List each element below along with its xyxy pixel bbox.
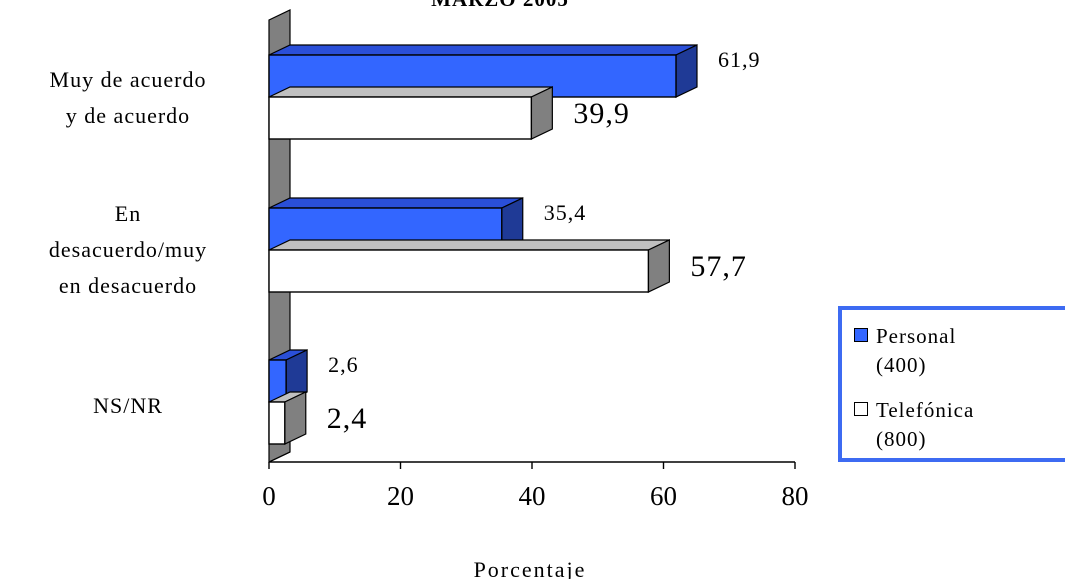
value-label-0-2: 2,6	[328, 352, 359, 377]
legend-label-personal-line2: (400)	[876, 353, 927, 377]
bar-group	[268, 44, 698, 445]
category-label-2-0: NS/NR	[93, 393, 163, 418]
bar-1-0	[268, 96, 533, 140]
value-label-group: 61,9 39,9 35,4 57,7 2,6 2,4	[327, 47, 761, 435]
bar-top-0-0	[268, 44, 698, 56]
value-label-0-1: 35,4	[544, 200, 587, 225]
x-tick-label-40: 40	[519, 481, 546, 511]
bar-1-2	[268, 401, 286, 445]
x-tick-label-80: 80	[782, 481, 809, 511]
legend-swatch-personal	[854, 328, 868, 342]
category-label-0-0: Muy de acuerdo	[50, 67, 207, 92]
value-label-1-1: 57,7	[690, 250, 747, 283]
x-tick-label-60: 60	[650, 481, 677, 511]
category-label-1-0: En	[115, 201, 141, 226]
legend-item-personal: Personal (400)	[854, 322, 957, 380]
legend: Personal (400) Telefónica (800)	[838, 306, 1065, 462]
x-axis-title: Porcentaje	[474, 557, 587, 579]
bar-top-0-1	[268, 197, 524, 209]
value-label-1-2: 2,4	[327, 402, 368, 435]
legend-label-telefonica-line2: (800)	[876, 427, 927, 451]
x-tick-label-0: 0	[262, 481, 276, 511]
category-label-1-2: en desacuerdo	[59, 273, 197, 298]
value-label-0-0: 61,9	[718, 47, 761, 72]
legend-swatch-telefonica	[854, 402, 868, 416]
value-label-1-0: 39,9	[573, 97, 630, 130]
category-label-0-1: y de acuerdo	[66, 103, 190, 128]
x-axis-depth-line	[268, 451, 291, 463]
legend-item-telefonica: Telefónica (800)	[854, 396, 975, 454]
bar-1-1	[268, 249, 650, 293]
category-label-1-1: desacuerdo/muy	[49, 237, 207, 262]
bar-top-1-1	[268, 239, 670, 251]
x-axis: 0 20 40 60 80	[262, 451, 809, 511]
legend-label-telefonica-line1: Telefónica	[876, 398, 975, 422]
x-tick-label-20: 20	[387, 481, 414, 511]
bar-top-1-0	[268, 86, 553, 98]
legend-label-personal-line1: Personal	[876, 324, 957, 348]
chart-title: MARZO 2005	[431, 0, 569, 11]
category-label-group: Muy de acuerdo y de acuerdo En desacuerdo/m…	[49, 67, 207, 418]
